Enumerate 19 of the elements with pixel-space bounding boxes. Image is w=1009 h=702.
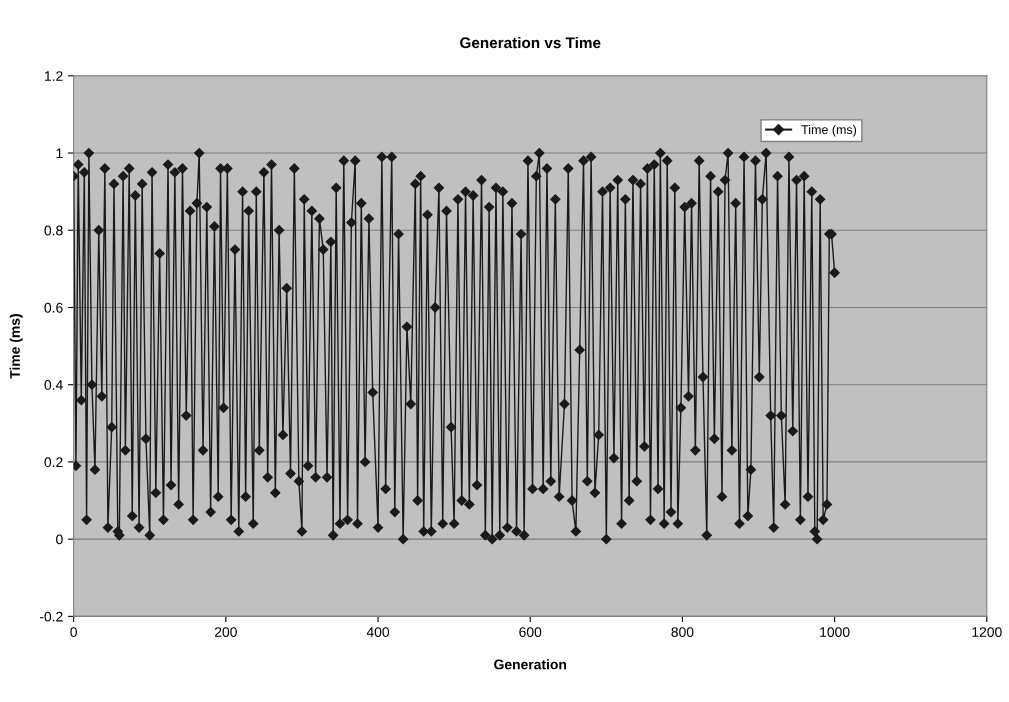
x-tick-label: 0: [70, 627, 77, 637]
legend-label: Time (ms): [801, 124, 857, 137]
chart-title: Generation vs Time: [460, 36, 601, 49]
x-tick-label: 200: [214, 627, 237, 637]
x-axis-title: Generation: [494, 659, 567, 670]
y-tick-label: 0.2: [44, 457, 63, 468]
x-tick-label: 400: [366, 627, 390, 637]
x-tick-label: 600: [519, 627, 542, 637]
y-tick-label: -0.2: [39, 611, 63, 622]
y-tick-label: 0: [56, 534, 63, 545]
y-tick-label: 0.8: [44, 225, 63, 236]
x-tick-label: 1000: [820, 627, 850, 637]
y-tick-label: 0.4: [44, 380, 63, 390]
x-tick-label: 1200: [972, 627, 1002, 637]
y-tick-label: 0.6: [44, 302, 63, 313]
x-tick-label: 800: [671, 627, 694, 637]
y-tick-label: 1.2: [44, 71, 63, 81]
y-tick-label: 1: [56, 148, 63, 159]
y-axis-title: Time (ms): [9, 314, 23, 379]
